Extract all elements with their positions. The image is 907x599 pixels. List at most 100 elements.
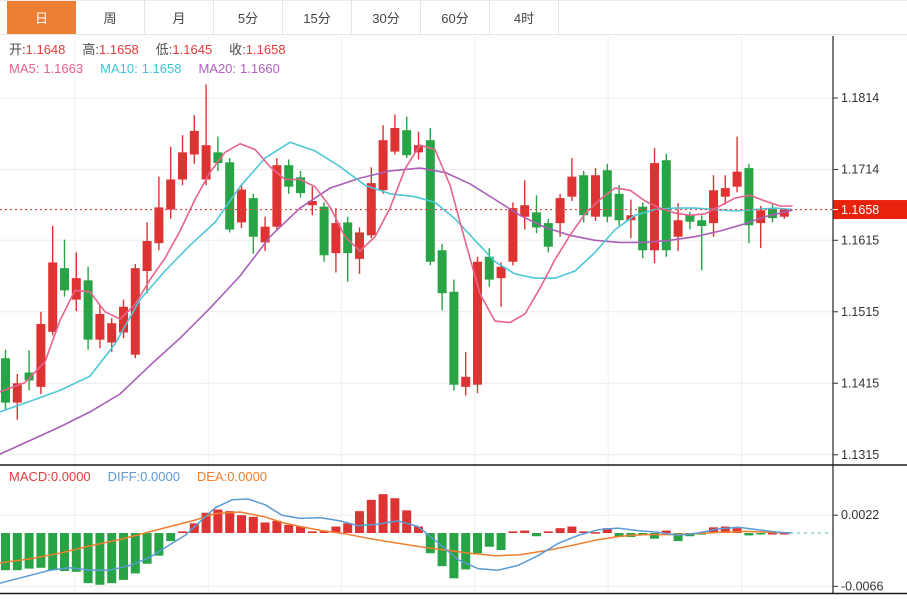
- candle-body: [614, 193, 624, 221]
- candle-body: [178, 152, 187, 180]
- candle-body: [213, 152, 223, 164]
- candle-body: [543, 223, 553, 247]
- candle-body: [673, 220, 683, 237]
- macd-bar: [532, 533, 541, 537]
- candle-body: [130, 268, 140, 355]
- macd-bar: [543, 531, 553, 533]
- macd-bar: [1, 533, 10, 571]
- candle-body: [12, 383, 22, 403]
- tab-30min[interactable]: 30分: [352, 1, 421, 34]
- tab-week[interactable]: 周: [76, 1, 145, 34]
- macd-bar: [366, 499, 376, 533]
- price-tick-label: 1.1714: [841, 163, 879, 177]
- ma20-line: [0, 167, 793, 455]
- candle-body: [650, 163, 659, 251]
- candle-body: [496, 266, 506, 279]
- macd-bar: [402, 510, 412, 533]
- macd-bar: [390, 498, 400, 533]
- macd-bar: [520, 530, 530, 533]
- candle-body: [48, 262, 58, 332]
- tab-day[interactable]: 日: [7, 1, 76, 34]
- candle-body: [260, 226, 270, 243]
- candle-body: [248, 198, 258, 237]
- candle-body: [142, 241, 152, 272]
- macd-bar: [296, 526, 305, 533]
- candle-body: [319, 206, 329, 256]
- macd-bar: [673, 533, 683, 542]
- gridlines: [0, 36, 833, 594]
- tab-4hour[interactable]: 4时: [490, 1, 559, 34]
- macd-bar: [36, 533, 46, 568]
- candle-body: [461, 376, 471, 387]
- candle-body: [473, 261, 482, 385]
- candlesticks: [1, 84, 789, 420]
- candle-body: [107, 323, 117, 343]
- price-tick-label: 1.1515: [841, 305, 879, 319]
- macd-bar: [614, 533, 624, 538]
- candle-body: [201, 145, 211, 180]
- candle-body: [768, 208, 777, 219]
- macd-bar: [107, 533, 117, 584]
- macd-bar: [225, 511, 235, 533]
- dea-line: [0, 511, 793, 564]
- candle-body: [225, 162, 235, 230]
- candle-body: [83, 280, 93, 340]
- macd-bar: [166, 533, 176, 542]
- candle-body: [166, 179, 176, 210]
- macd-bar: [508, 531, 518, 533]
- candle-body: [555, 198, 565, 224]
- macd-bar: [248, 516, 258, 533]
- macd-bar: [24, 533, 34, 569]
- price-tick-label: 1.1315: [841, 448, 879, 462]
- candle-body: [779, 209, 789, 217]
- candle-body: [732, 171, 742, 187]
- candle-body: [154, 207, 164, 244]
- macd-bar: [130, 533, 140, 574]
- candle-body: [237, 189, 246, 223]
- candle-body: [579, 175, 589, 216]
- candle-body: [756, 210, 766, 224]
- candle-body: [685, 215, 695, 222]
- tab-60min[interactable]: 60分: [421, 1, 490, 34]
- candle-body: [343, 222, 353, 254]
- macd-bar: [602, 528, 612, 533]
- macd-bar: [237, 515, 246, 533]
- tab-15min[interactable]: 15分: [283, 1, 352, 34]
- macd-bar: [201, 512, 211, 533]
- macd-bar: [307, 531, 317, 533]
- tab-5min[interactable]: 5分: [214, 1, 283, 34]
- candle-body: [709, 190, 718, 224]
- macd-bar: [319, 531, 329, 533]
- macd-bar: [496, 533, 506, 550]
- macd-bar: [650, 533, 659, 539]
- price-tick-label: 1.1814: [841, 91, 879, 105]
- macd-bar: [591, 532, 600, 534]
- candle-body: [720, 188, 730, 197]
- diff-line: [0, 498, 793, 584]
- macd-bar: [732, 528, 742, 533]
- candle-body: [591, 175, 600, 217]
- candle-body: [638, 206, 648, 251]
- candle-body: [355, 232, 364, 259]
- candle-body: [24, 372, 34, 381]
- macd-bar: [48, 533, 58, 571]
- candle-body: [508, 208, 518, 262]
- macd-tick-label: 0.0022: [841, 508, 879, 522]
- price-tick-label: 1.1415: [841, 376, 879, 390]
- macd-bar: [579, 531, 589, 533]
- candle-body: [284, 165, 294, 187]
- candle-body: [36, 323, 46, 387]
- tab-month[interactable]: 月: [145, 1, 214, 34]
- macd-bar: [272, 520, 282, 533]
- macd-bar: [154, 533, 164, 556]
- candle-body: [532, 212, 541, 228]
- macd-bar: [720, 526, 730, 533]
- price-tick-label: 1.1615: [841, 233, 879, 247]
- candle-body: [697, 220, 707, 226]
- macd-bar: [355, 511, 364, 533]
- macd-bar: [473, 533, 482, 554]
- macd-axis: 0.0022 -0.0066: [833, 508, 883, 593]
- candle-body: [95, 313, 105, 340]
- macd-tick-label: -0.0066: [841, 579, 883, 593]
